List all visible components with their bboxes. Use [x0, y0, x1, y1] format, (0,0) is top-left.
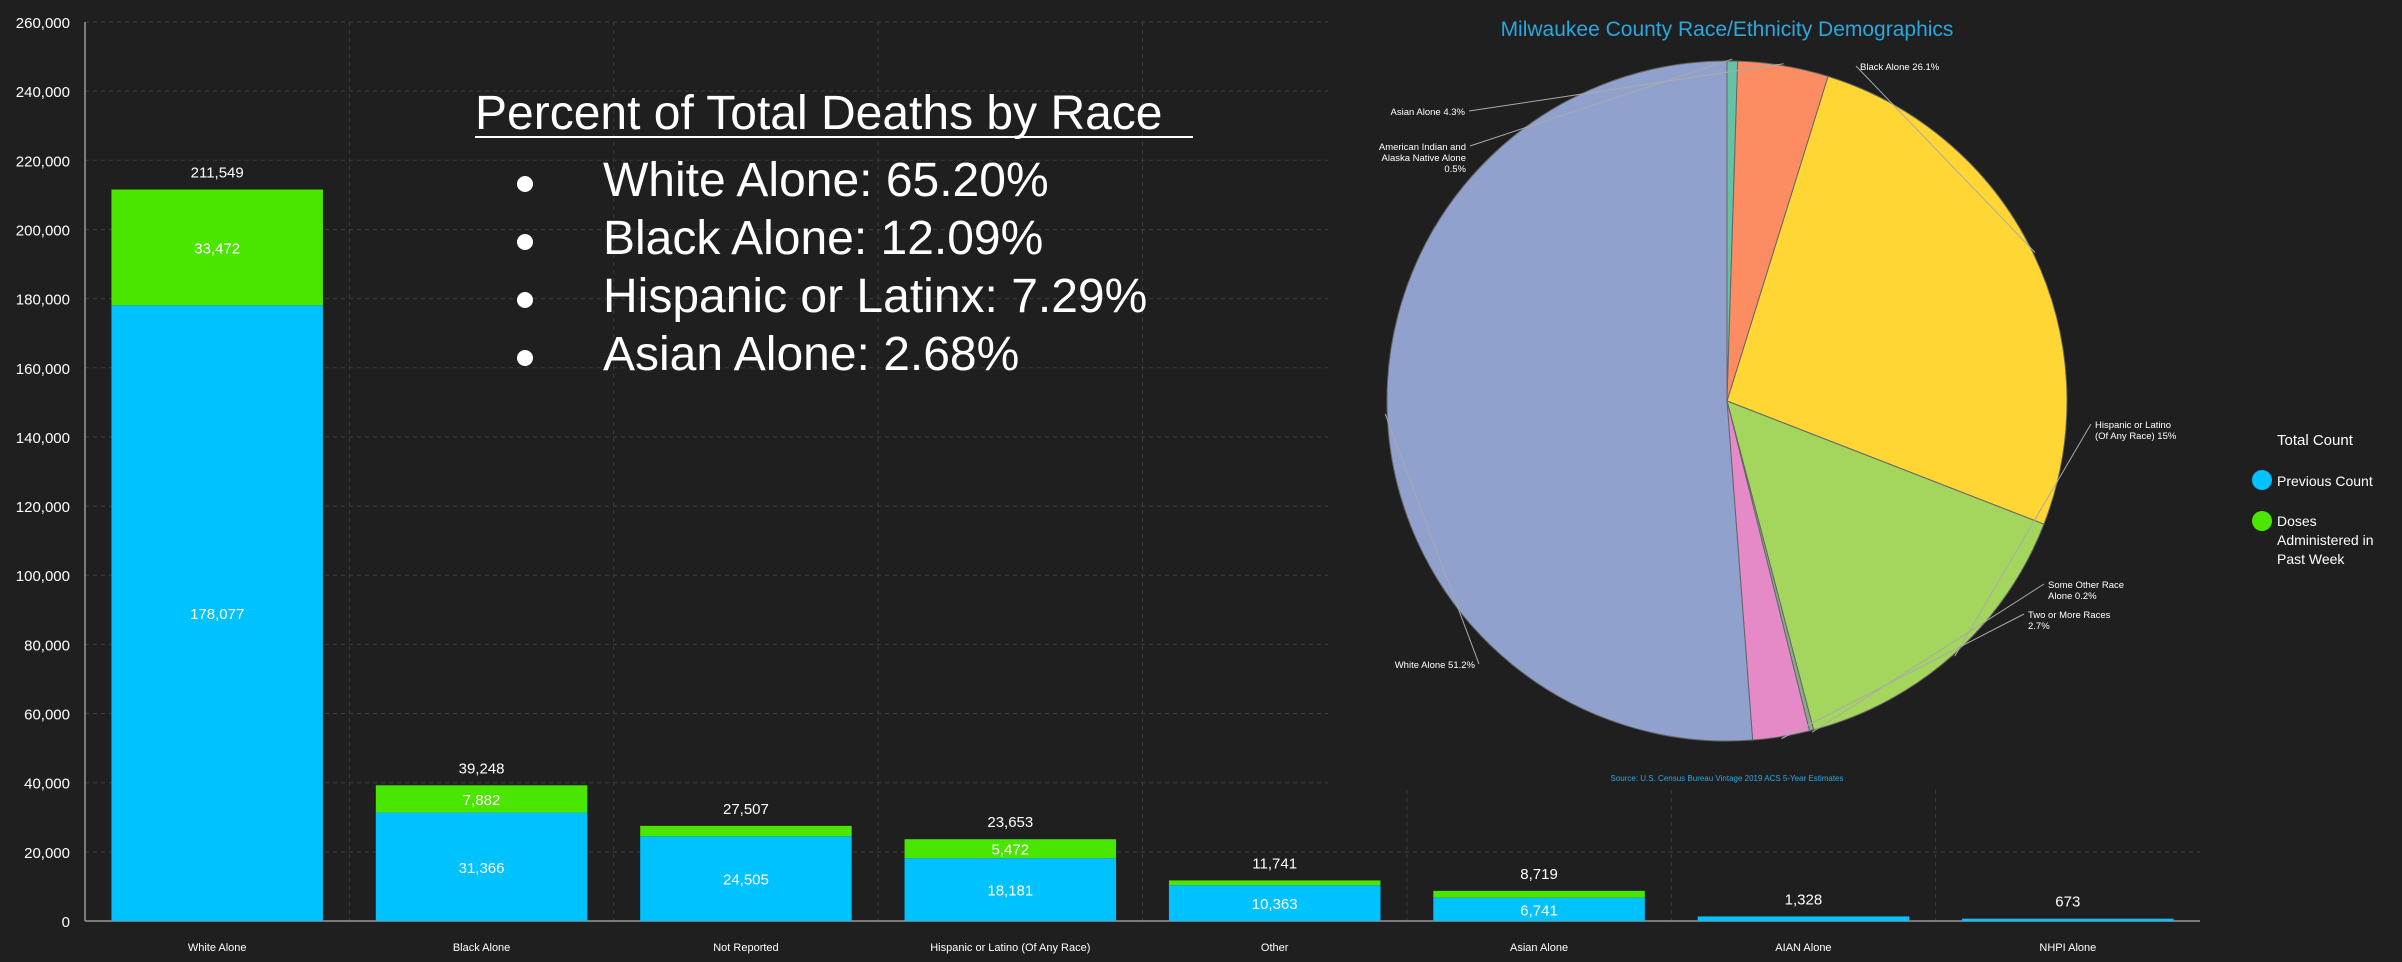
- bar-segment-previous-count: [1168, 885, 1381, 921]
- bar-total-label: 23,653: [987, 814, 1033, 831]
- annotation-list: White Alone: 65.20%Black Alone: 12.09%Hi…: [517, 154, 1147, 381]
- y-tick-label: 160,000: [16, 361, 70, 378]
- pie-slice-label: Two or More Races 2.7%: [2028, 610, 2111, 632]
- y-tick-label: 180,000: [16, 292, 70, 309]
- bar-value-label-previous: 31,366: [459, 860, 505, 877]
- pie-leader-line: [1781, 613, 2025, 740]
- x-category-label: White Alone: [188, 942, 247, 954]
- y-tick-label: 80,000: [24, 637, 70, 654]
- legend-label-previous-count: Previous Count: [2277, 473, 2373, 489]
- x-category-label: AIAN Alone: [1775, 942, 1831, 954]
- pie-slice: [1386, 60, 1754, 742]
- bar-total-label: 27,507: [723, 801, 769, 818]
- bar-total-label: 1,328: [1785, 891, 1823, 908]
- x-category-label: Not Reported: [713, 942, 778, 954]
- pie-leader-line: [1954, 423, 2092, 657]
- legend-title: Total Count: [2277, 432, 2354, 449]
- pie-slice-label: Hispanic or Latino (Of Any Race) 15%: [2095, 420, 2177, 442]
- bar-value-label-previous: 10,363: [1252, 896, 1298, 913]
- bar-value-label-week: 5,472: [992, 842, 1030, 859]
- bar-total-label: 211,549: [191, 165, 244, 182]
- bar-value-label-previous: 178,077: [190, 606, 244, 623]
- stacked-bars: 178,077 33,472 211,549 31,366 7,882 39,248 24,…: [111, 165, 2174, 921]
- bar-segment-previous-count: [1962, 918, 2174, 921]
- pie-slice-label: American Indian and Alaska Native Alone 0.…: [1379, 142, 1467, 175]
- bar-total-label: 39,248: [459, 760, 505, 777]
- bar-value-label-week: 7,882: [463, 792, 501, 809]
- bar-segment-doses-past-week: [640, 825, 852, 837]
- annotation-item: Black Alone: 12.09%: [603, 212, 1043, 265]
- bar-total-label: 673: [2055, 894, 2080, 911]
- legend: Total Count Previous Count Doses Administ…: [2252, 432, 2374, 567]
- x-category-label: Other: [1261, 942, 1289, 954]
- pie-slice: [1726, 400, 2045, 731]
- bar-segment-previous-count: [904, 858, 1117, 921]
- bar-value-label-previous: 24,505: [723, 872, 769, 889]
- bar-segment-doses-past-week: [1168, 880, 1381, 886]
- pie-source-note: Source: U.S. Census Bureau Vintage 2019 …: [1610, 774, 1843, 783]
- bar-segment-doses-past-week: [904, 839, 1117, 859]
- annotation-title: Percent of Total Deaths by Race: [475, 87, 1163, 140]
- pie-slice-label: Some Other Race Alone 0.2%: [2048, 580, 2124, 602]
- x-category-label: Hispanic or Latino (Of Any Race): [930, 942, 1090, 954]
- y-tick-label: 20,000: [24, 845, 70, 862]
- deaths-by-race-annotation: Percent of Total Deaths by Race White Al…: [475, 87, 1193, 381]
- pie-slice: [1726, 75, 2068, 525]
- annotation-bullet: [517, 234, 533, 250]
- bar-segment-previous-count: [1433, 897, 1645, 921]
- x-category-label: NHPI Alone: [2039, 942, 2096, 954]
- y-tick-label: 0: [62, 914, 70, 931]
- y-tick-label: 260,000: [16, 15, 70, 32]
- bar-value-label-previous: 18,181: [987, 883, 1033, 900]
- pie-slice: [1726, 60, 1829, 402]
- bar-segment-previous-count: [375, 812, 588, 921]
- annotation-bullet: [517, 292, 533, 308]
- y-tick-label: 240,000: [16, 84, 70, 101]
- bar-segment-doses-past-week: [111, 189, 323, 306]
- y-tick-label: 40,000: [24, 776, 70, 793]
- pie-leader-line: [1469, 58, 1733, 147]
- y-tick-label: 200,000: [16, 222, 70, 239]
- bar-value-label-previous: 6,741: [1520, 902, 1558, 919]
- bar-total-label: 11,741: [1252, 855, 1297, 872]
- pie-leader-line: [1811, 583, 2045, 733]
- pie-title: Milwaukee County Race/Ethnicity Demograp…: [1501, 18, 1954, 41]
- annotation-item: Asian Alone: 2.68%: [603, 328, 1019, 381]
- pie-leader-line: [1855, 65, 2036, 253]
- legend-label-doses-past-week: Doses Administered in Past Week: [2277, 513, 2374, 567]
- bar-segment-doses-past-week: [1433, 890, 1645, 898]
- x-category-label: Black Alone: [453, 942, 510, 954]
- y-tick-label: 140,000: [16, 430, 70, 447]
- pie-chart: Black Alone 26.1% Hispanic or Latino (Of A…: [1379, 58, 2177, 742]
- pie-leader-line: [1384, 413, 1480, 665]
- legend-swatch-previous-count: [2252, 470, 2272, 490]
- bar-segment-previous-count: [111, 305, 323, 921]
- annotation-item: White Alone: 65.20%: [603, 154, 1049, 207]
- pie-slice-label: White Alone 51.2%: [1395, 660, 1476, 671]
- annotation-bullet: [517, 176, 533, 192]
- bar-segment-previous-count: [1697, 916, 1910, 921]
- y-tick-label: 120,000: [16, 499, 70, 516]
- bar-segment-previous-count: [640, 836, 852, 921]
- pie-slice-label: Asian Alone 4.3%: [1391, 107, 1466, 118]
- y-tick-label: 220,000: [16, 153, 70, 170]
- bar-total-label: 8,719: [1520, 866, 1558, 883]
- bar-value-label-week: 33,472: [194, 240, 240, 257]
- x-category-label: Asian Alone: [1510, 942, 1568, 954]
- y-tick-label: 100,000: [16, 568, 70, 585]
- pie-slice-label: Black Alone 26.1%: [1860, 62, 1940, 73]
- annotation-item: Hispanic or Latinx: 7.29%: [603, 270, 1147, 323]
- annotation-bullet: [517, 350, 533, 366]
- bar-segment-doses-past-week: [375, 785, 588, 813]
- y-tick-label: 60,000: [24, 707, 70, 724]
- pie-panel: Milwaukee County Race/Ethnicity Demograp…: [1328, 0, 2402, 790]
- legend-swatch-doses-past-week: [2252, 511, 2272, 531]
- pie-leader-line: [1468, 63, 1784, 112]
